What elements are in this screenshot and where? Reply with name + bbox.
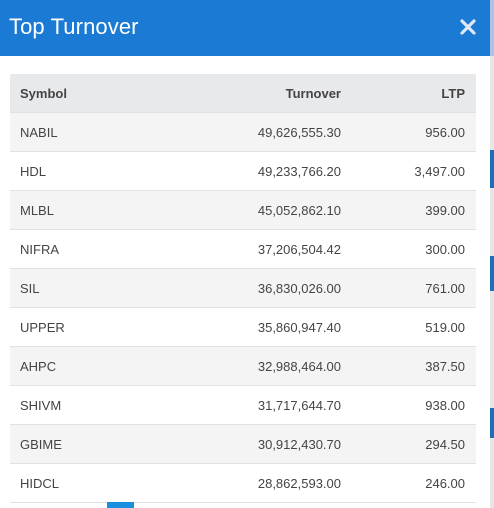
cell-ltp: 399.00 bbox=[341, 190, 476, 230]
table-header-row: Symbol Turnover LTP bbox=[10, 74, 476, 113]
cell-symbol: HDL bbox=[10, 151, 170, 191]
cell-ltp: 3,497.00 bbox=[341, 151, 476, 191]
table-row[interactable]: AHPC 32,988,464.00 387.50 bbox=[10, 346, 476, 386]
cell-symbol: NABIL bbox=[10, 112, 170, 152]
cell-symbol: AHPC bbox=[10, 346, 170, 386]
modal-title: Top Turnover bbox=[9, 14, 139, 39]
cell-turnover: 32,988,464.00 bbox=[170, 346, 341, 386]
cell-ltp: 761.00 bbox=[341, 268, 476, 308]
table-row[interactable]: UPPER 35,860,947.40 519.00 bbox=[10, 307, 476, 347]
table-row[interactable]: SIL 36,830,026.00 761.00 bbox=[10, 268, 476, 308]
cell-ltp: 294.50 bbox=[341, 424, 476, 464]
cell-symbol: HIDCL bbox=[10, 463, 170, 503]
modal-header: Top Turnover bbox=[0, 0, 490, 56]
table-row[interactable]: NIFRA 37,206,504.42 300.00 bbox=[10, 229, 476, 269]
cell-turnover: 35,860,947.40 bbox=[170, 307, 341, 347]
cell-turnover: 49,626,555.30 bbox=[170, 112, 341, 152]
cell-turnover: 45,052,862.10 bbox=[170, 190, 341, 230]
cell-ltp: 300.00 bbox=[341, 229, 476, 269]
cell-turnover: 28,862,593.00 bbox=[170, 463, 341, 503]
close-icon[interactable] bbox=[459, 18, 477, 36]
cell-turnover: 36,830,026.00 bbox=[170, 268, 341, 308]
column-header-turnover[interactable]: Turnover bbox=[170, 74, 341, 113]
cell-symbol: UPPER bbox=[10, 307, 170, 347]
cell-ltp: 387.50 bbox=[341, 346, 476, 386]
table-row[interactable]: GBIME 30,912,430.70 294.50 bbox=[10, 424, 476, 464]
table-row[interactable]: NABIL 49,626,555.30 956.00 bbox=[10, 112, 476, 152]
cell-ltp: 938.00 bbox=[341, 385, 476, 425]
cell-ltp: 956.00 bbox=[341, 112, 476, 152]
cell-ltp: 246.00 bbox=[341, 463, 476, 503]
table-row[interactable]: SHIVM 31,717,644.70 938.00 bbox=[10, 385, 476, 425]
cell-ltp: 519.00 bbox=[341, 307, 476, 347]
table-row[interactable]: MLBL 45,052,862.10 399.00 bbox=[10, 190, 476, 230]
cell-turnover: 37,206,504.42 bbox=[170, 229, 341, 269]
cell-turnover: 31,717,644.70 bbox=[170, 385, 341, 425]
cell-symbol: MLBL bbox=[10, 190, 170, 230]
turnover-table: Symbol Turnover LTP NABIL 49,626,555.30 95… bbox=[10, 74, 476, 503]
scroll-indicator[interactable] bbox=[107, 502, 134, 508]
column-header-ltp[interactable]: LTP bbox=[341, 74, 476, 113]
table-row[interactable]: HDL 49,233,766.20 3,497.00 bbox=[10, 151, 476, 191]
cell-symbol: SIL bbox=[10, 268, 170, 308]
background-page-strip bbox=[490, 0, 494, 508]
column-header-symbol[interactable]: Symbol bbox=[10, 74, 170, 113]
cell-symbol: GBIME bbox=[10, 424, 170, 464]
cell-symbol: SHIVM bbox=[10, 385, 170, 425]
cell-symbol: NIFRA bbox=[10, 229, 170, 269]
cell-turnover: 30,912,430.70 bbox=[170, 424, 341, 464]
cell-turnover: 49,233,766.20 bbox=[170, 151, 341, 191]
table-row[interactable]: HIDCL 28,862,593.00 246.00 bbox=[10, 463, 476, 503]
